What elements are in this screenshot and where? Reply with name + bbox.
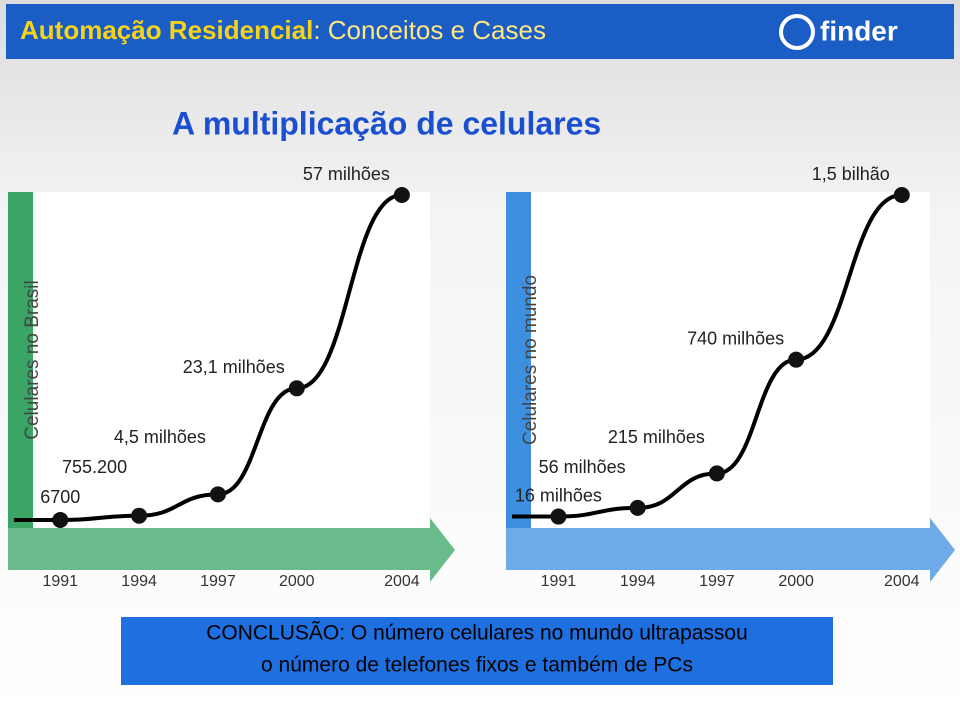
x-tick-label: 2004 xyxy=(384,573,420,590)
data-point xyxy=(708,465,725,482)
y-axis-label: Celulares no Brasil xyxy=(22,280,43,439)
data-label: 23,1 milhões xyxy=(183,357,285,377)
plot-panel xyxy=(8,192,430,528)
y-axis-label: Celulares no mundo xyxy=(520,275,541,445)
side-band xyxy=(8,192,33,528)
data-point xyxy=(288,380,305,397)
data-label: 6700 xyxy=(40,487,80,507)
curve xyxy=(512,193,903,519)
side-band xyxy=(506,192,531,528)
data-label: 16 milhões xyxy=(515,485,602,505)
data-label: 1,5 bilhão xyxy=(812,164,890,184)
x-tick-label: 1991 xyxy=(42,573,78,590)
charts: Celulares no Brasil 1991 1994 1997 2000 2004 6… xyxy=(8,164,955,590)
conclusion-box xyxy=(121,617,833,685)
conclusion-line: CONCLUSÃO: O número celulares no mundo u… xyxy=(206,621,748,645)
data-point xyxy=(788,351,805,368)
data-label: 215 milhões xyxy=(608,427,705,447)
x-tick-label: 1997 xyxy=(699,573,735,590)
x-tick-label: 1994 xyxy=(620,573,656,590)
data-point xyxy=(393,187,410,203)
x-tick-label: 1994 xyxy=(121,573,157,590)
logo-icon xyxy=(779,14,815,50)
data-label: 57 milhões xyxy=(303,164,390,184)
x-tick-label: 2004 xyxy=(884,573,920,590)
data-label: 755.200 xyxy=(62,457,127,477)
data-point xyxy=(209,486,226,503)
curve xyxy=(14,193,403,522)
logo: finder xyxy=(820,15,898,46)
data-point xyxy=(52,511,69,528)
data-label: 740 milhões xyxy=(687,328,784,348)
header-title-main: Automação Residencial xyxy=(20,15,313,45)
data-label: 4,5 milhões xyxy=(114,427,206,447)
time-arrow xyxy=(8,518,455,582)
header-title: Automação Residencial: Conceitos e Cases xyxy=(20,15,546,45)
x-tick-label: 2000 xyxy=(279,573,315,590)
conclusion-line: o número de telefones fixos e também de … xyxy=(261,654,693,677)
data-label: 56 milhões xyxy=(539,457,626,477)
x-tick-label: 2000 xyxy=(778,573,814,590)
slide-title: A multiplicação de celulares xyxy=(172,105,601,141)
data-point xyxy=(550,508,567,525)
data-point xyxy=(131,507,148,524)
data-point xyxy=(893,187,910,203)
data-point xyxy=(629,499,646,516)
time-arrow xyxy=(506,518,955,582)
x-tick-label: 1991 xyxy=(541,573,577,590)
x-tick-label: 1997 xyxy=(200,573,236,590)
header-subtitle: : Conceitos e Cases xyxy=(313,15,546,45)
